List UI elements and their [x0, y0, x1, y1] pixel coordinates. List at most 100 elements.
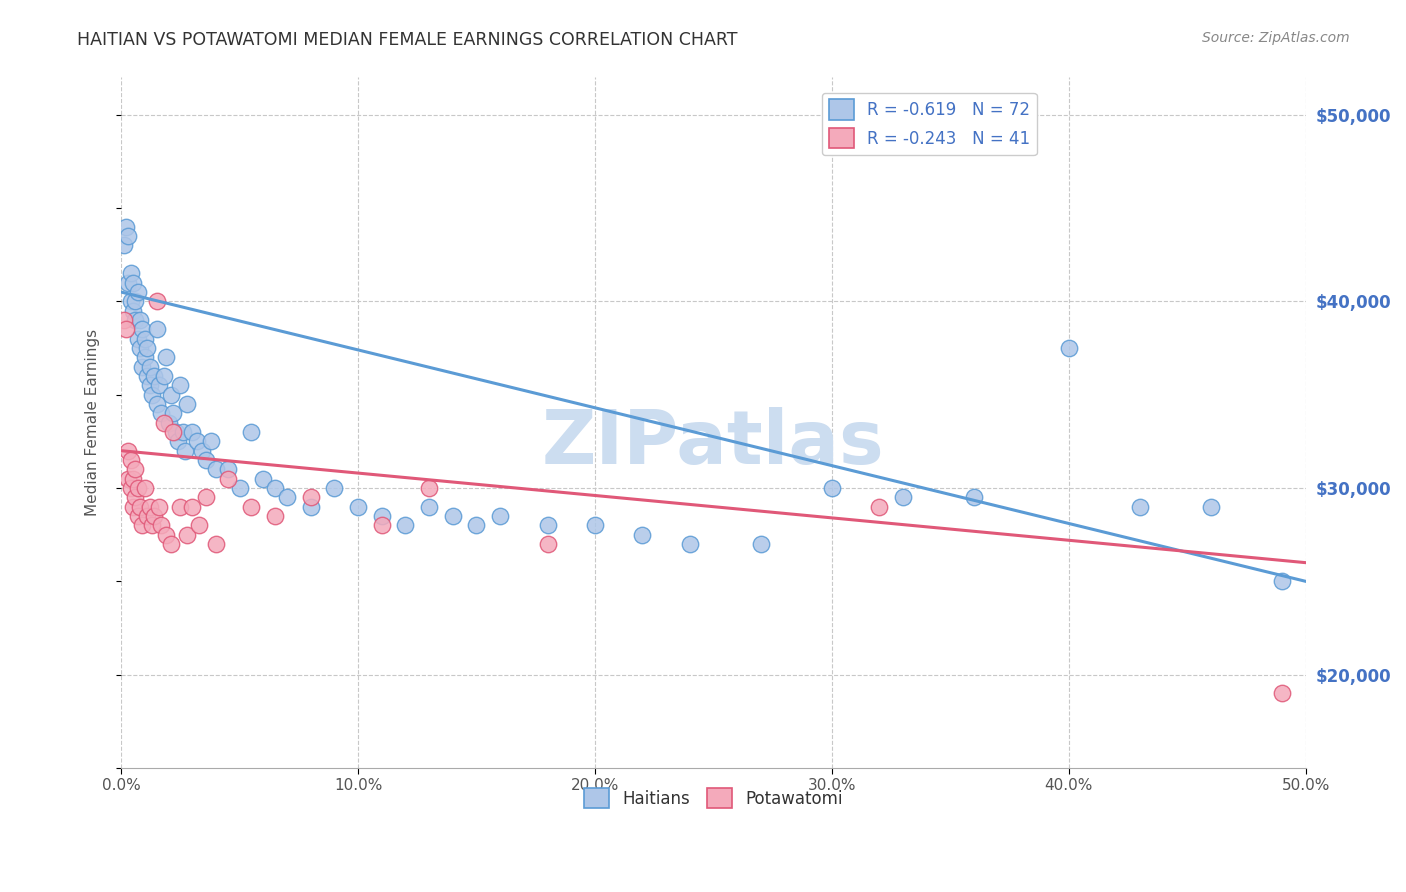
Point — [1271, 574, 1294, 589]
Point — [489, 508, 512, 523]
Point — [152, 416, 174, 430]
Point — [181, 425, 204, 439]
Point — [134, 351, 156, 365]
Point — [127, 481, 149, 495]
Point — [195, 453, 218, 467]
Point — [347, 500, 370, 514]
Point — [122, 276, 145, 290]
Point — [115, 219, 138, 234]
Point — [868, 500, 890, 514]
Point — [190, 443, 212, 458]
Point — [129, 313, 152, 327]
Text: HAITIAN VS POTAWATOMI MEDIAN FEMALE EARNINGS CORRELATION CHART: HAITIAN VS POTAWATOMI MEDIAN FEMALE EARN… — [77, 31, 738, 49]
Point — [148, 500, 170, 514]
Point — [141, 518, 163, 533]
Point — [1271, 686, 1294, 700]
Point — [176, 397, 198, 411]
Point — [160, 537, 183, 551]
Point — [299, 500, 322, 514]
Point — [134, 481, 156, 495]
Point — [165, 425, 187, 439]
Point — [264, 481, 287, 495]
Point — [141, 387, 163, 401]
Point — [370, 518, 392, 533]
Text: ZIPatlas: ZIPatlas — [543, 407, 884, 480]
Point — [323, 481, 346, 495]
Point — [217, 462, 239, 476]
Point — [145, 397, 167, 411]
Point — [1129, 500, 1152, 514]
Point — [145, 322, 167, 336]
Point — [370, 508, 392, 523]
Point — [963, 491, 986, 505]
Point — [176, 527, 198, 541]
Y-axis label: Median Female Earnings: Median Female Earnings — [86, 329, 100, 516]
Legend: Haitians, Potawatomi: Haitians, Potawatomi — [578, 781, 849, 815]
Point — [124, 313, 146, 327]
Point — [536, 537, 558, 551]
Point — [115, 322, 138, 336]
Point — [136, 508, 159, 523]
Point — [131, 359, 153, 374]
Point — [120, 481, 142, 495]
Point — [145, 294, 167, 309]
Point — [138, 500, 160, 514]
Point — [152, 369, 174, 384]
Point — [117, 472, 139, 486]
Point — [394, 518, 416, 533]
Point — [122, 303, 145, 318]
Point — [127, 285, 149, 299]
Point — [205, 462, 228, 476]
Point — [200, 434, 222, 449]
Point — [134, 332, 156, 346]
Point — [418, 481, 440, 495]
Point — [162, 406, 184, 420]
Point — [181, 500, 204, 514]
Point — [122, 472, 145, 486]
Point — [172, 425, 194, 439]
Point — [205, 537, 228, 551]
Text: Source: ZipAtlas.com: Source: ZipAtlas.com — [1202, 31, 1350, 45]
Point — [252, 472, 274, 486]
Point — [124, 294, 146, 309]
Point — [112, 313, 135, 327]
Point — [131, 518, 153, 533]
Point — [276, 491, 298, 505]
Point — [124, 462, 146, 476]
Point — [117, 229, 139, 244]
Point — [1057, 341, 1080, 355]
Point — [162, 425, 184, 439]
Point — [120, 266, 142, 280]
Point — [821, 481, 844, 495]
Point — [264, 508, 287, 523]
Point — [174, 443, 197, 458]
Point — [299, 491, 322, 505]
Point — [143, 369, 166, 384]
Point — [169, 378, 191, 392]
Point — [169, 500, 191, 514]
Point — [131, 322, 153, 336]
Point — [195, 491, 218, 505]
Point — [157, 416, 180, 430]
Point — [465, 518, 488, 533]
Point — [138, 378, 160, 392]
Point — [418, 500, 440, 514]
Point — [160, 387, 183, 401]
Point — [155, 351, 177, 365]
Point — [240, 500, 263, 514]
Point — [155, 527, 177, 541]
Point — [441, 508, 464, 523]
Point — [120, 294, 142, 309]
Point — [217, 472, 239, 486]
Point — [117, 276, 139, 290]
Point — [112, 238, 135, 252]
Point — [127, 508, 149, 523]
Point — [583, 518, 606, 533]
Point — [122, 500, 145, 514]
Point — [186, 434, 208, 449]
Point — [124, 491, 146, 505]
Point — [143, 508, 166, 523]
Point — [127, 332, 149, 346]
Point — [136, 369, 159, 384]
Point — [138, 359, 160, 374]
